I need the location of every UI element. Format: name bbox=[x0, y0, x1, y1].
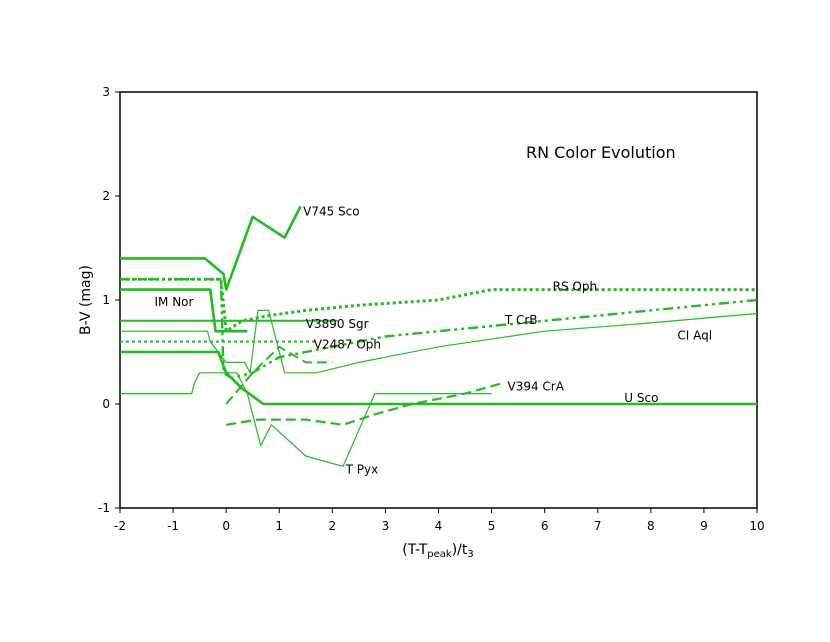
series-label: V394 CrA bbox=[508, 379, 565, 393]
series-label: RS Oph bbox=[553, 279, 597, 293]
series-line-im-nor bbox=[120, 288, 248, 333]
series-labels: V745 Sco RS Oph IM Nor V3890 Sgr T CrB CI Aql… bbox=[155, 205, 713, 477]
x-tick-label: 9 bbox=[700, 519, 708, 533]
x-tick-label: -1 bbox=[167, 519, 179, 533]
y-tick-label: 3 bbox=[102, 85, 110, 99]
series-label: U Sco bbox=[624, 391, 658, 405]
y-tick-label: 2 bbox=[102, 189, 110, 203]
y-tick-label: -1 bbox=[98, 501, 110, 515]
series-label: V3890 Sgr bbox=[306, 317, 369, 331]
x-tick-label: 10 bbox=[749, 519, 764, 533]
series-line-v394-cra bbox=[226, 382, 503, 426]
x-axis-title-sub2: 3 bbox=[467, 549, 473, 560]
x-tick-label: 1 bbox=[275, 519, 283, 533]
series-line-t-pyx bbox=[120, 372, 492, 467]
x-tick-label: 2 bbox=[329, 519, 337, 533]
series-label: IM Nor bbox=[155, 295, 194, 309]
series-label: T Pyx bbox=[345, 463, 379, 477]
series-line-unlabeled-10 bbox=[225, 345, 333, 405]
series-label: T CrB bbox=[504, 313, 538, 327]
series-lines bbox=[120, 205, 758, 467]
x-tick-label: 6 bbox=[541, 519, 549, 533]
x-tick-label: 8 bbox=[647, 519, 655, 533]
x-tick-label: -2 bbox=[114, 519, 126, 533]
series-line-ci-aql bbox=[120, 309, 758, 374]
y-tick-label: 1 bbox=[102, 293, 110, 307]
y-axis-title: B-V (mag) bbox=[78, 265, 94, 335]
x-tick-label: 4 bbox=[435, 519, 443, 533]
x-axis-title-part1: (T-T bbox=[402, 542, 427, 558]
series-label: V2487 Oph bbox=[314, 338, 381, 352]
x-axis-title-part2: )/t bbox=[452, 542, 468, 558]
series-line-u-sco bbox=[120, 350, 757, 406]
x-axis-title: (T-Tpeak)/t3 bbox=[402, 542, 474, 560]
x-tick-label: 3 bbox=[382, 519, 390, 533]
x-tick-label: 5 bbox=[488, 519, 496, 533]
x-tick-label: 7 bbox=[594, 519, 602, 533]
series-label: V745 Sco bbox=[303, 205, 359, 219]
series-label: CI Aql bbox=[677, 328, 712, 342]
x-tick-label: 0 bbox=[222, 519, 230, 533]
series-line-t-crb bbox=[120, 278, 758, 380]
series-line-rs-oph bbox=[120, 277, 757, 333]
y-tick-label: 0 bbox=[102, 397, 110, 411]
x-axis-title-sub1: peak bbox=[427, 549, 452, 560]
series-line-v745-sco bbox=[120, 205, 302, 291]
axis-ticks: -2 -1 0 1 2 3 4 5 6 7 8 9 10 -1 0 1 2 3 bbox=[98, 85, 765, 533]
chart-title: RN Color Evolution bbox=[526, 143, 676, 162]
